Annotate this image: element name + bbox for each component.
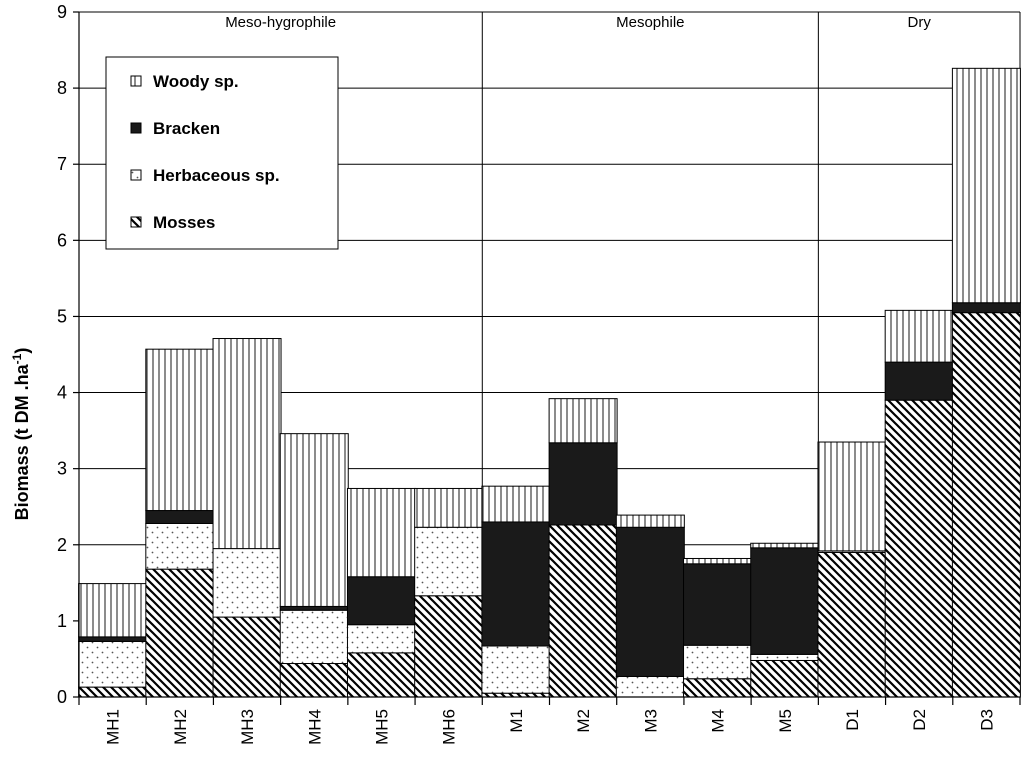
- category-label-mh2: MH2: [171, 709, 190, 745]
- category-label-m2: M2: [574, 709, 593, 733]
- bar-segment-m1-bracken: [481, 521, 551, 647]
- y-tick-label: 8: [57, 78, 67, 98]
- category-label-mh3: MH3: [238, 709, 257, 745]
- bar-segment-m1-herbaceous-sp: [481, 645, 551, 694]
- y-tick-label: 9: [57, 2, 67, 22]
- bar-segment-mh5-bracken: [346, 576, 416, 626]
- bar-segment-mh4-bracken: [279, 605, 349, 611]
- bar-segment-m5-mosses: [750, 659, 820, 698]
- category-label-m3: M3: [641, 709, 660, 733]
- category-label-mh1: MH1: [104, 709, 123, 745]
- category-label-m4: M4: [709, 709, 728, 733]
- bar-segment-d2-mosses: [884, 399, 954, 698]
- bar-segment-d3-bracken: [951, 302, 1021, 314]
- y-tick-label: 6: [57, 230, 67, 250]
- bar-segment-mh4-woody-sp: [279, 433, 349, 607]
- bar-segment-mh5-mosses: [346, 652, 416, 698]
- bar-segment-mh6-mosses: [414, 595, 484, 698]
- category-label-m1: M1: [507, 709, 526, 733]
- bar-segment-mh3-mosses: [212, 616, 282, 698]
- legend-box: [105, 56, 339, 250]
- bar-segment-m2-bracken: [548, 442, 618, 526]
- bar-segment-mh2-woody-sp: [145, 348, 215, 512]
- y-tick-label: 5: [57, 306, 67, 326]
- bar-segment-d1-mosses: [817, 551, 887, 698]
- bar-segment-m2-woody-sp: [548, 398, 618, 444]
- y-tick-label: 7: [57, 154, 67, 174]
- legend-label: Herbaceous sp.: [153, 166, 280, 185]
- bar-segment-mh2-herbaceous-sp: [145, 522, 215, 570]
- bar-segment-m4-herbaceous-sp: [683, 644, 753, 680]
- bar-stacks: [78, 67, 1021, 698]
- group-label: Mesophile: [616, 14, 684, 31]
- y-tick-label: 3: [57, 459, 67, 479]
- y-tick-label: 2: [57, 535, 67, 555]
- bar-segment-m1-woody-sp: [481, 485, 551, 523]
- axes: [73, 11, 1021, 705]
- bar-segment-m5-bracken: [750, 547, 820, 655]
- bar-segment-mh4-herbaceous-sp: [279, 609, 349, 665]
- bar-segment-d2-bracken: [884, 361, 954, 401]
- bar-segment-m4-woody-sp: [683, 557, 753, 565]
- legend-label: Bracken: [153, 119, 220, 138]
- bar-segment-m4-bracken: [683, 563, 753, 646]
- bar-segment-d1-woody-sp: [817, 441, 887, 552]
- y-tick-label: 0: [57, 687, 67, 707]
- bar-segment-mh5-woody-sp: [346, 487, 416, 578]
- bar-segment-m4-mosses: [683, 678, 753, 698]
- legend-swatch: [130, 169, 142, 181]
- y-tick-labels: 0 1 2 3 4 5 6 7 8 9: [57, 2, 67, 707]
- category-label-d3: D3: [977, 709, 996, 731]
- bar-segment-mh4-mosses: [279, 663, 349, 698]
- bar-segment-mh3-woody-sp: [212, 338, 282, 550]
- bar-segment-d3-woody-sp: [951, 67, 1021, 304]
- bar-segment-mh1-mosses: [78, 686, 148, 698]
- bar-segment-m5-woody-sp: [750, 542, 820, 549]
- group-label: Dry: [908, 14, 932, 31]
- category-label-mh5: MH5: [372, 709, 391, 745]
- bar-segment-m5-herbaceous-sp: [750, 653, 820, 661]
- y-tick-label: 4: [57, 383, 67, 403]
- legend-swatch: [130, 122, 142, 134]
- category-label-mh4: MH4: [305, 709, 324, 745]
- bar-segment-mh1-bracken: [78, 636, 148, 642]
- bar-segment-mh2-bracken: [145, 510, 215, 524]
- bar-segment-mh2-mosses: [145, 568, 215, 698]
- bar-segment-mh3-herbaceous-sp: [212, 548, 282, 618]
- legend-label: Woody sp.: [153, 72, 239, 91]
- category-label-m5: M5: [776, 709, 795, 733]
- bar-segment-mh6-woody-sp: [414, 487, 484, 528]
- bar-segment-m3-herbaceous-sp: [615, 675, 685, 698]
- legend-swatch: [130, 75, 142, 87]
- bar-segment-m2-mosses: [548, 524, 618, 698]
- bar-segment-mh1-woody-sp: [78, 583, 148, 638]
- category-label-d1: D1: [843, 709, 862, 731]
- bar-segment-d3-mosses: [951, 312, 1021, 698]
- legend-label: Mosses: [153, 213, 215, 232]
- category-label-mh6: MH6: [440, 709, 459, 745]
- y-axis-title: Biomass (t DM .ha-1): [10, 348, 32, 521]
- legend-swatch: [130, 216, 142, 228]
- bar-segment-d2-woody-sp: [884, 309, 954, 363]
- bar-segment-mh1-herbaceous-sp: [78, 640, 148, 688]
- group-label: Meso-hygrophile: [225, 14, 336, 31]
- legend: Woody sp. Bracken Herbaceous sp. Mosses: [105, 56, 339, 250]
- y-tick-label: 1: [57, 611, 67, 631]
- group-labels: Meso-hygrophile Mesophile Dry: [225, 14, 931, 31]
- bar-segment-m3-woody-sp: [615, 514, 685, 528]
- bar-segment-m3-bracken: [615, 526, 685, 677]
- category-label-d2: D2: [910, 709, 929, 731]
- bar-segment-mh6-herbaceous-sp: [414, 526, 484, 597]
- bar-segment-mh5-herbaceous-sp: [346, 624, 416, 654]
- category-labels: MH1 MH2 MH3 MH4 MH5 MH6 M1 M2 M3 M4 M5 D1 D2 D3: [104, 709, 997, 745]
